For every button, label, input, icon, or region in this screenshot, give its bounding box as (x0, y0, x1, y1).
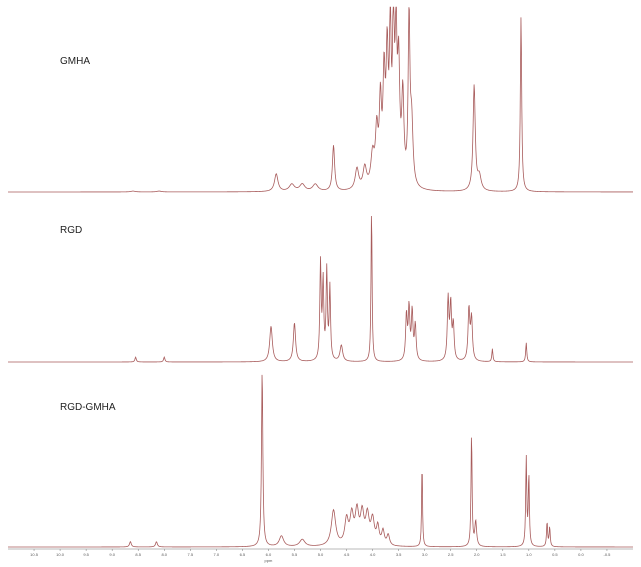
x-tick-label: 6.0 (266, 552, 272, 557)
spectrum-panel-rgd: RGD (8, 216, 633, 363)
x-tick-label: 9.5 (83, 552, 89, 557)
x-tick-label: 10.5 (30, 552, 39, 557)
x-tick-label: 2.5 (448, 552, 454, 557)
x-tick-label: 8.5 (135, 552, 141, 557)
spectrum-panel-gmha: GMHA (8, 6, 633, 193)
x-tick-label: 5.0 (318, 552, 324, 557)
x-tick-label: 8.0 (161, 552, 167, 557)
x-tick-label: 7.5 (188, 552, 194, 557)
x-tick-label: 1.5 (500, 552, 506, 557)
panel-label-rgd-gmha: RGD-GMHA (60, 402, 116, 413)
x-axis-ticks: 10.5 10.0 9.5 9.0 8.5 8.0 7.5 7.0 6.5 6.0 5.5 5.0 4.… (30, 549, 611, 557)
x-tick-label: 4.0 (370, 552, 376, 557)
x-tick-label: 1.0 (526, 552, 532, 557)
x-tick-label: 5.5 (292, 552, 298, 557)
x-tick-label: 6.5 (240, 552, 246, 557)
x-tick-label: 7.0 (214, 552, 220, 557)
spectrum-panel-rgd-gmha: RGD-GMHA (8, 374, 633, 548)
spectrum-trace-rgd-gmha (8, 374, 633, 548)
x-tick-label: 2.0 (474, 552, 480, 557)
x-tick-label: 3.0 (422, 552, 428, 557)
panel-label-gmha: GMHA (60, 56, 90, 67)
x-tick-label: 4.5 (344, 552, 350, 557)
x-tick-label: 0.5 (552, 552, 558, 557)
x-tick-label: 3.5 (396, 552, 402, 557)
x-axis-title: ppm (265, 558, 273, 563)
panel-label-rgd: RGD (60, 225, 82, 236)
spectrum-trace-gmha (8, 6, 633, 193)
spectrum-trace-rgd (8, 216, 633, 363)
x-tick-label: -0.5 (604, 552, 612, 557)
x-tick-label: 10.0 (56, 552, 65, 557)
x-tick-label: 9.0 (109, 552, 115, 557)
x-tick-label: 0.0 (578, 552, 584, 557)
x-axis: 10.5 10.0 9.5 9.0 8.5 8.0 7.5 7.0 6.5 6.0 5.5 5.0 4.… (8, 548, 633, 563)
